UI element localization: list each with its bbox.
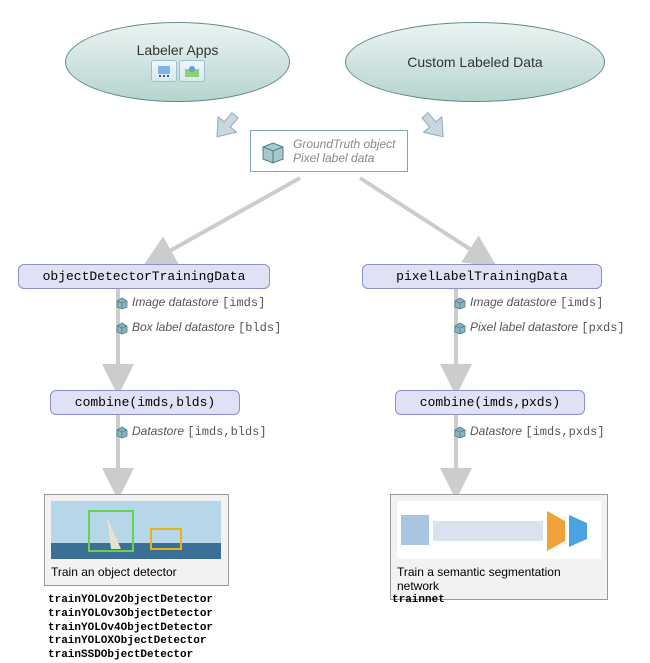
- combine-left-box: combine(imds,blds): [50, 390, 240, 415]
- ds-label-imds-left: Image datastore [imds]: [132, 295, 265, 310]
- train-functions-left: trainYOLOv2ObjectDetector trainYOLOv3Obj…: [48, 594, 213, 663]
- object-detector-thumbnail: [51, 501, 221, 559]
- cube-icon: [453, 321, 467, 335]
- combine-right-box: combine(imds,pxds): [395, 390, 585, 415]
- cube-icon: [453, 296, 467, 310]
- arrow-in-left: [210, 110, 242, 142]
- ds-label-blds-left: Box label datastore [blds]: [132, 320, 281, 335]
- semantic-seg-thumbnail: [397, 501, 601, 559]
- custom-labeled-data-label: Custom Labeled Data: [407, 54, 542, 70]
- cube-icon: [115, 321, 129, 335]
- labeler-app-icon-2: [179, 60, 205, 82]
- ds-label-combined-left: Datastore [imds,blds]: [132, 424, 267, 439]
- ground-truth-cube-icon: [259, 137, 289, 165]
- cube-icon: [115, 296, 129, 310]
- ds-label-pxds-right: Pixel label datastore [pxds]: [470, 320, 625, 335]
- custom-labeled-data-ellipse: Custom Labeled Data: [345, 22, 605, 102]
- ds-label-imds-right: Image datastore [imds]: [470, 295, 603, 310]
- diagram-canvas: Labeler Apps Custom Labeled Data Gr: [0, 0, 650, 662]
- labeler-app-icon-1: [151, 60, 177, 82]
- train-object-detector-caption: Train an object detector: [51, 565, 222, 579]
- object-detector-training-data-box: objectDetectorTrainingData: [18, 264, 270, 289]
- train-functions-right: trainnet: [392, 594, 445, 608]
- labeler-apps-label: Labeler Apps: [137, 42, 219, 58]
- labeler-apps-ellipse: Labeler Apps: [65, 22, 290, 102]
- cube-icon: [453, 425, 467, 439]
- cube-icon: [115, 425, 129, 439]
- pixel-label-training-data-box: pixelLabelTrainingData: [362, 264, 602, 289]
- ds-label-combined-right: Datastore [imds,pxds]: [470, 424, 605, 439]
- ground-truth-box: GroundTruth object Pixel label data: [250, 130, 408, 172]
- train-semantic-seg-caption: Train a semantic segmentation network: [397, 565, 601, 593]
- arrow-in-right: [418, 110, 450, 142]
- train-semantic-seg-box: Train a semantic segmentation network: [390, 494, 608, 600]
- train-object-detector-box: Train an object detector: [44, 494, 229, 586]
